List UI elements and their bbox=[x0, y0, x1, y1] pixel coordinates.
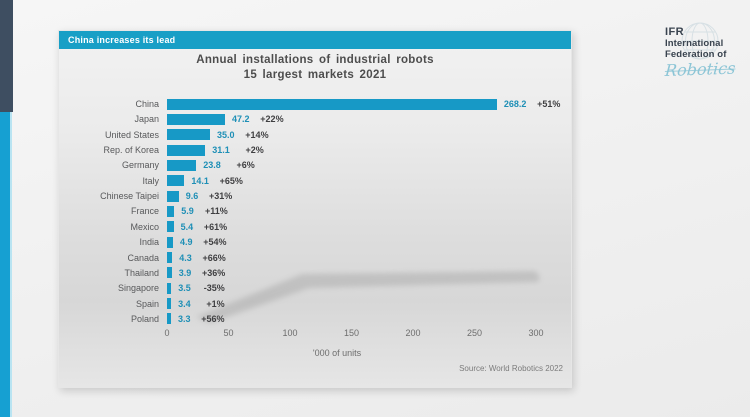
bar bbox=[167, 221, 174, 233]
category-label: France bbox=[130, 206, 159, 217]
growth-label: +31% bbox=[209, 191, 233, 202]
ifr-logo: IFR International Federation of Robotics bbox=[664, 22, 749, 80]
category-label: Poland bbox=[130, 313, 159, 324]
category-label: Spain bbox=[135, 298, 159, 309]
panel-header-label: China increases its lead bbox=[68, 35, 176, 45]
value-label: 268.2 bbox=[503, 99, 527, 109]
growth-label: +11% bbox=[204, 206, 228, 217]
logo-text-international: International bbox=[665, 38, 724, 49]
bar bbox=[167, 267, 172, 279]
bar bbox=[167, 144, 206, 156]
growth-label: +2% bbox=[245, 145, 264, 156]
chart-panel: China increases its lead Annual installa… bbox=[58, 30, 572, 388]
bar-row: Chinese Taipei 9.6 +31% bbox=[59, 190, 571, 202]
growth-label: +56% bbox=[201, 313, 225, 324]
logo-script-robotics: Robotics bbox=[664, 58, 737, 80]
category-label: Singapore bbox=[117, 283, 159, 294]
bar-row: Japan 47.2 +22% bbox=[59, 113, 571, 125]
x-tick-label: 300 bbox=[528, 328, 544, 338]
logo-text-federation: Federation of bbox=[665, 49, 727, 60]
value-label: 35.0 bbox=[217, 129, 235, 140]
bar bbox=[167, 236, 174, 248]
value-label: 3.3 bbox=[178, 313, 191, 324]
bar-row: United States 35.0 +14% bbox=[59, 129, 571, 141]
chart-title: Annual installations of industrial robot… bbox=[196, 54, 434, 66]
x-tick-label: 0 bbox=[164, 328, 170, 338]
category-label: Germany bbox=[121, 160, 159, 171]
bar-row: Rep. of Korea 31.1 +2% bbox=[59, 144, 571, 156]
bar-row: India 4.9 +54% bbox=[59, 236, 571, 248]
growth-label: +54% bbox=[203, 237, 227, 248]
value-label: 3.4 bbox=[178, 298, 191, 309]
growth-label: +65% bbox=[219, 175, 243, 186]
bar-row: Germany 23.8 +6% bbox=[59, 159, 571, 171]
bar-row: Poland 3.3 +56% bbox=[59, 313, 571, 325]
growth-label: +61% bbox=[203, 221, 228, 232]
logo-text-ifr: IFR bbox=[665, 26, 684, 38]
bar-row: Thailand 3.9 +36% bbox=[59, 267, 571, 279]
value-label: 3.5 bbox=[178, 283, 191, 294]
growth-label: +22% bbox=[260, 114, 284, 125]
growth-label: -35% bbox=[203, 283, 225, 294]
growth-label: +6% bbox=[236, 160, 255, 171]
value-label: 3.9 bbox=[178, 267, 192, 278]
bar-row: Italy 14.1 +65% bbox=[59, 175, 571, 187]
source-note: Source: World Robotics 2022 bbox=[459, 364, 563, 373]
category-label: Japan bbox=[134, 114, 159, 125]
bar bbox=[167, 190, 179, 202]
bar bbox=[167, 175, 185, 187]
globe-icon bbox=[681, 22, 719, 60]
value-label: 9.6 bbox=[185, 191, 199, 202]
corner-accent bbox=[0, 0, 13, 112]
panel-header: China increases its lead bbox=[59, 31, 571, 49]
category-label: China bbox=[135, 99, 159, 109]
bar-row: Mexico 5.4 +61% bbox=[59, 221, 571, 233]
bar-rows: China 268.2 +51% Japan 47.2 +22% United States… bbox=[59, 31, 571, 387]
value-label: 23.8 bbox=[203, 160, 221, 171]
category-label: Canada bbox=[127, 252, 159, 263]
growth-label: +66% bbox=[202, 252, 226, 263]
bar bbox=[167, 98, 497, 110]
chart-subtitle: 15 largest markets 2021 bbox=[243, 69, 387, 81]
growth-label: +51% bbox=[537, 99, 561, 109]
category-label: Thailand bbox=[124, 267, 159, 278]
x-axis-label: '000 of units bbox=[312, 348, 362, 358]
category-label: Mexico bbox=[130, 221, 159, 232]
bar bbox=[167, 205, 175, 217]
category-label: Rep. of Korea bbox=[103, 145, 159, 156]
x-tick-label: 50 bbox=[223, 328, 234, 338]
value-label: 47.2 bbox=[232, 114, 250, 125]
bar-row: Singapore 3.5 -35% bbox=[59, 282, 571, 294]
x-tick-label: 250 bbox=[466, 328, 483, 338]
bar-row: Canada 4.3 +66% bbox=[59, 252, 571, 264]
x-tick-label: 150 bbox=[343, 328, 360, 338]
growth-label: +36% bbox=[202, 267, 226, 278]
category-label: United States bbox=[104, 129, 159, 140]
bar-row: China 268.2 +51% bbox=[59, 98, 571, 110]
bar bbox=[167, 282, 172, 294]
x-tick-label: 200 bbox=[405, 328, 421, 338]
value-label: 4.9 bbox=[180, 237, 193, 248]
bar bbox=[167, 252, 173, 263]
bar bbox=[167, 298, 172, 310]
category-label: Italy bbox=[142, 175, 159, 186]
value-label: 5.4 bbox=[180, 221, 194, 232]
x-tick-label: 100 bbox=[282, 328, 298, 338]
bar bbox=[167, 313, 172, 325]
value-label: 4.3 bbox=[179, 252, 192, 263]
value-label: 14.1 bbox=[191, 175, 209, 186]
side-accent-strip bbox=[0, 112, 12, 417]
growth-label: +1% bbox=[206, 298, 225, 309]
bar bbox=[167, 129, 211, 141]
value-label: 31.1 bbox=[212, 145, 230, 156]
category-label: Chinese Taipei bbox=[100, 191, 159, 202]
bar-row: Spain 3.4 +1% bbox=[59, 298, 571, 310]
bar bbox=[167, 113, 226, 125]
category-label: India bbox=[139, 237, 159, 248]
bar bbox=[167, 159, 197, 171]
growth-label: +14% bbox=[245, 129, 269, 140]
value-label: 5.9 bbox=[181, 206, 194, 217]
bar-row: France 5.9 +11% bbox=[59, 205, 571, 217]
